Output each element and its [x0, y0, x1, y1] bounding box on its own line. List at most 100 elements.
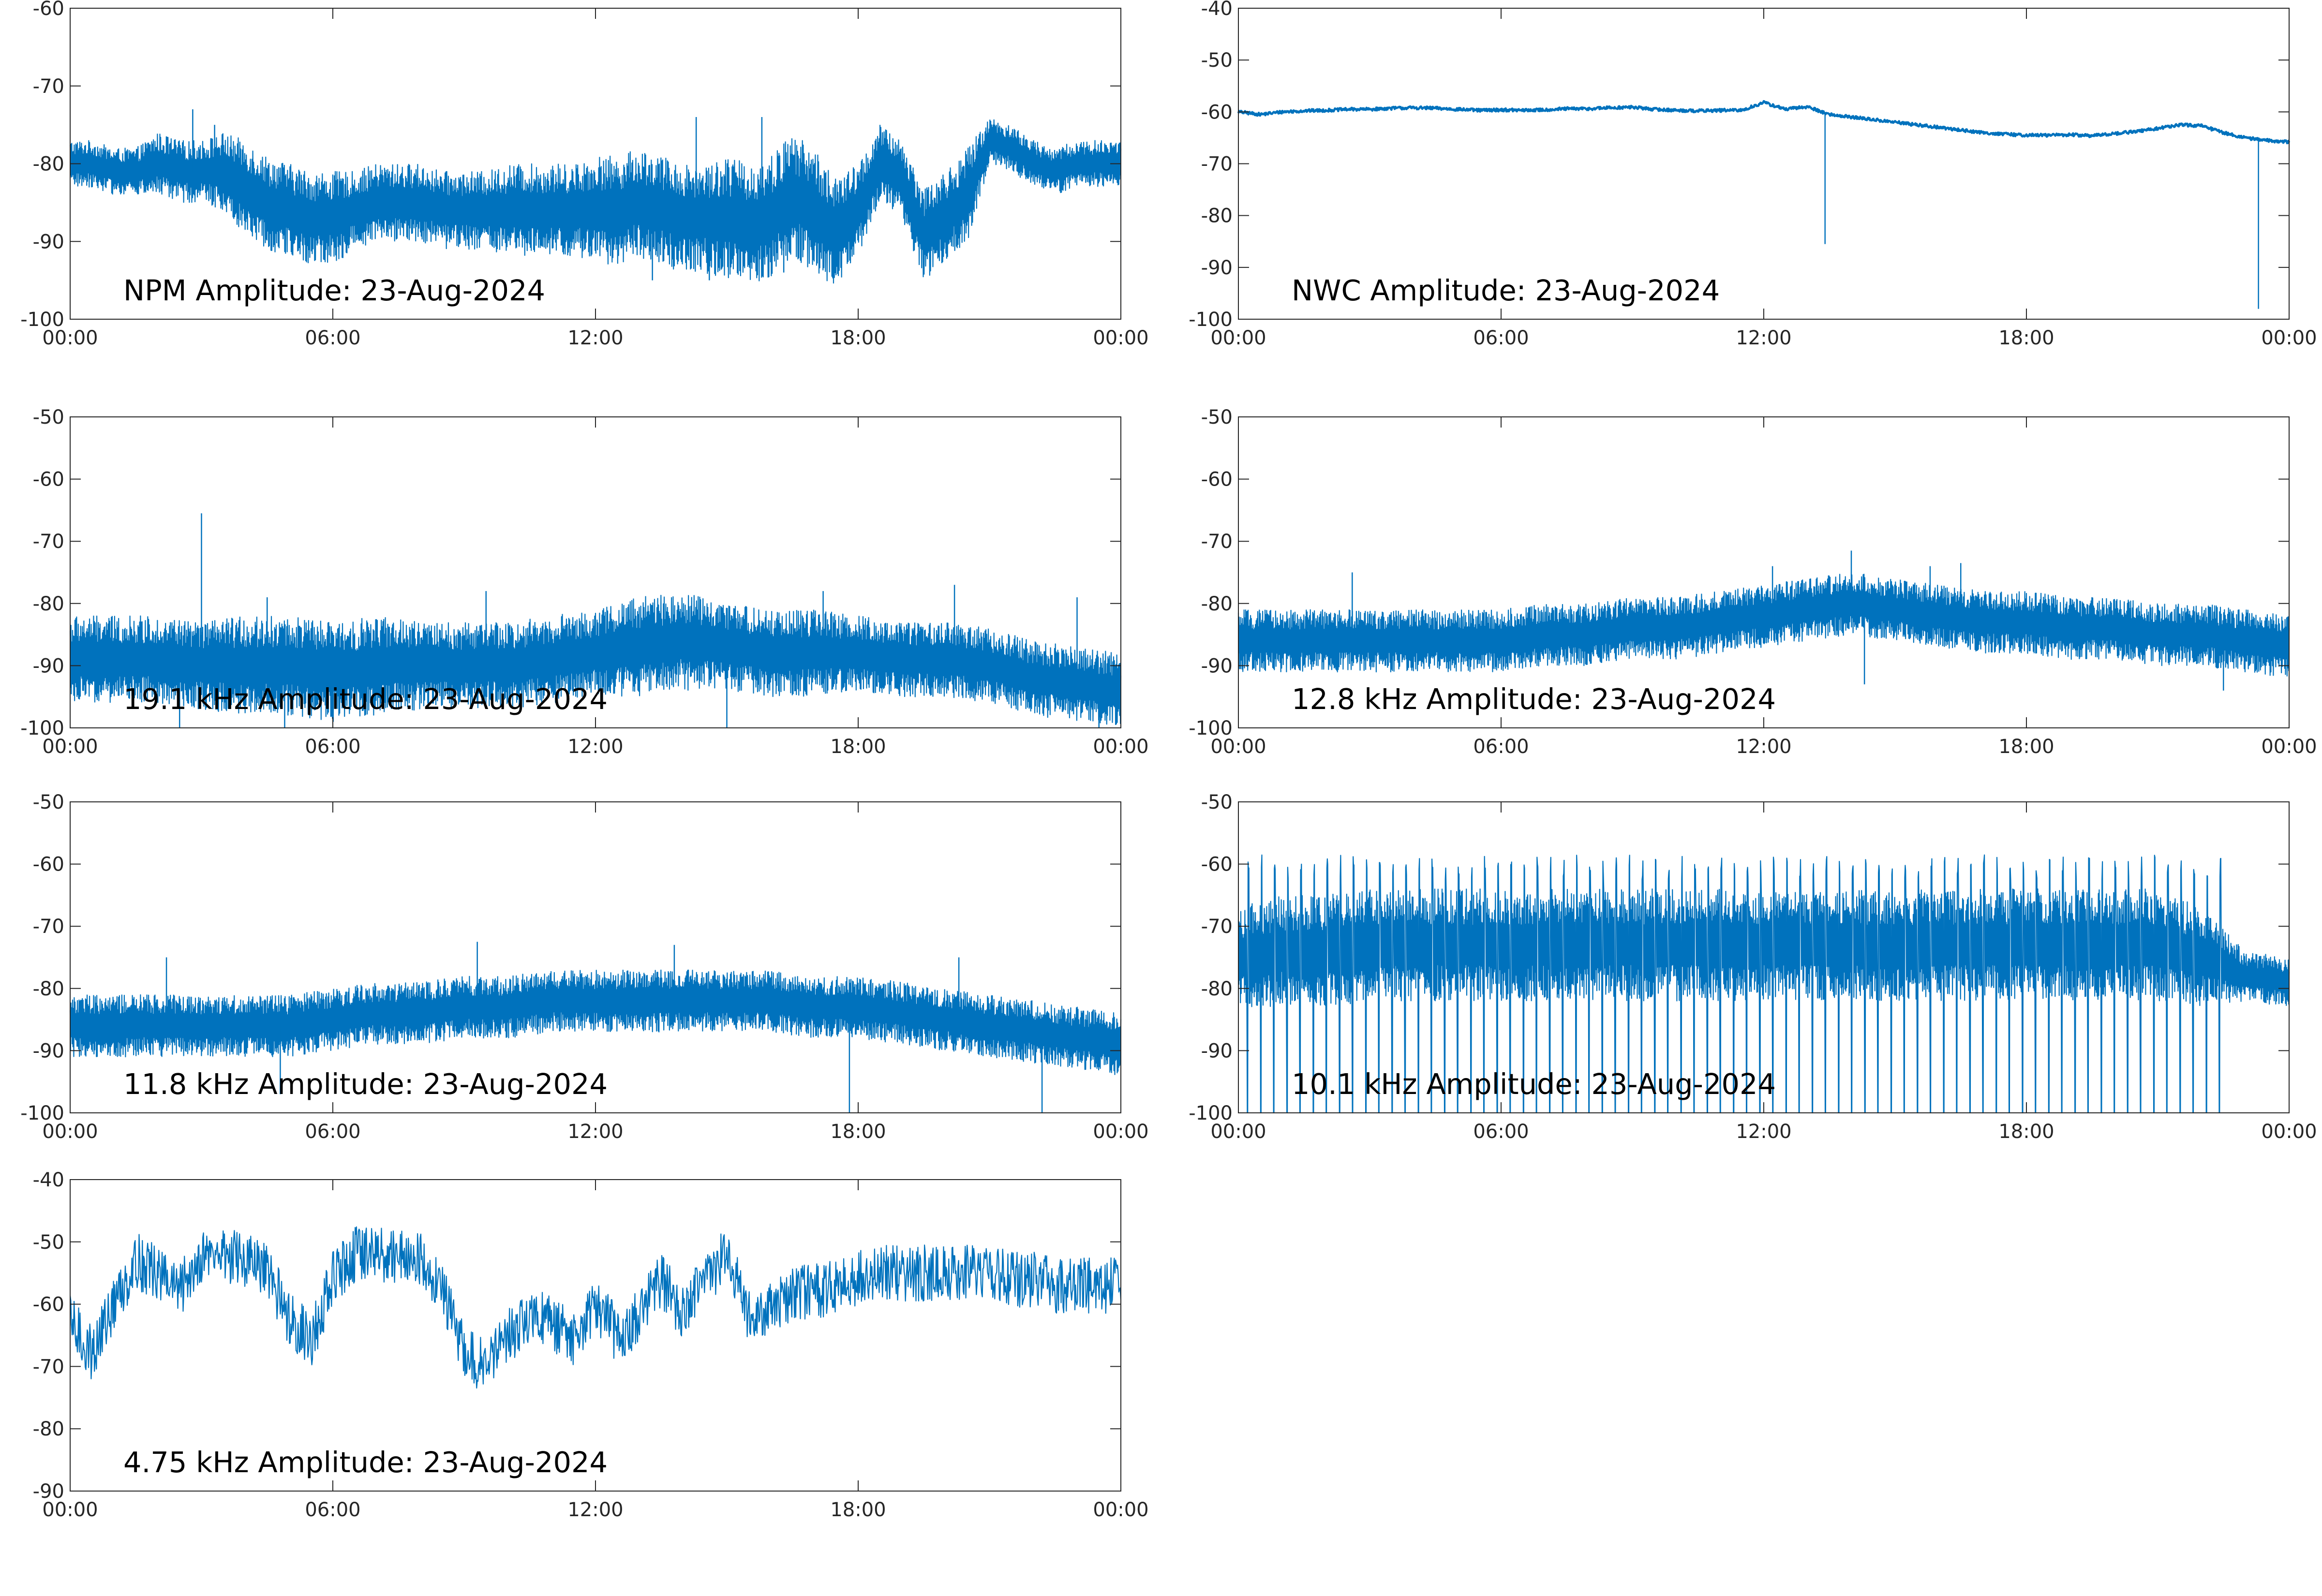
y-tick-label: -50 [33, 1231, 64, 1254]
x-tick-label: 12:00 [1736, 327, 1791, 349]
y-tick-label: -70 [1201, 153, 1233, 176]
x-tick-label: 06:00 [1473, 736, 1529, 758]
x-tick-label: 12:00 [567, 1121, 623, 1143]
x-tick-label: 06:00 [305, 1121, 360, 1143]
y-tick-label: -90 [33, 1040, 64, 1062]
y-tick-label: -100 [20, 309, 64, 331]
x-tick-label: 06:00 [305, 327, 360, 349]
y-tick-label: -80 [1201, 593, 1233, 615]
y-tick-label: -70 [33, 916, 64, 938]
x-tick-label: 12:00 [1736, 1121, 1791, 1143]
panel-title: 19.1 kHz Amplitude: 23-Aug-2024 [123, 682, 608, 716]
panel-title: 12.8 kHz Amplitude: 23-Aug-2024 [1292, 682, 1776, 716]
series-line [1237, 100, 2291, 145]
x-tick-label: 18:00 [830, 736, 886, 758]
panel-title: 11.8 kHz Amplitude: 23-Aug-2024 [123, 1067, 608, 1101]
y-tick-label: -80 [33, 593, 64, 615]
y-tick-label: -60 [1201, 854, 1233, 876]
x-tick-label: 00:00 [42, 1121, 98, 1143]
y-tick-label: -60 [33, 854, 64, 876]
x-tick-label: 18:00 [1998, 1121, 2054, 1143]
series-line [1237, 854, 2290, 1114]
y-tick-label: -70 [1201, 531, 1233, 553]
y-tick-label: -90 [33, 655, 64, 677]
y-tick-label: -70 [33, 531, 64, 553]
x-tick-label: 12:00 [567, 327, 623, 349]
y-tick-label: -90 [1201, 257, 1233, 279]
x-tick-label: 18:00 [1998, 736, 2054, 758]
x-tick-label: 00:00 [2261, 736, 2317, 758]
x-tick-label: 18:00 [830, 1499, 886, 1521]
y-tick-label: -100 [1189, 309, 1233, 331]
y-tick-label: -70 [33, 1356, 64, 1378]
y-tick-label: -40 [1201, 0, 1233, 20]
x-tick-label: 00:00 [1210, 1121, 1266, 1143]
x-tick-label: 00:00 [1093, 736, 1148, 758]
panel-title: 10.1 kHz Amplitude: 23-Aug-2024 [1292, 1067, 1776, 1101]
x-tick-label: 12:00 [1736, 736, 1791, 758]
x-tick-label: 00:00 [1093, 1121, 1148, 1143]
x-tick-label: 12:00 [567, 736, 623, 758]
y-tick-label: -100 [1189, 717, 1233, 739]
x-tick-label: 00:00 [1210, 736, 1266, 758]
x-tick-label: 06:00 [305, 1499, 360, 1521]
y-tick-label: -60 [33, 1294, 64, 1316]
axes-box [70, 1179, 1121, 1492]
y-tick-label: -60 [1201, 469, 1233, 491]
y-tick-label: -50 [33, 791, 64, 813]
y-tick-label: -80 [33, 978, 64, 1000]
y-tick-label: -80 [1201, 978, 1233, 1000]
x-tick-label: 00:00 [42, 1499, 98, 1521]
y-tick-label: -50 [33, 406, 64, 429]
axes-box [1238, 8, 2290, 320]
y-tick-label: -100 [1189, 1102, 1233, 1124]
y-tick-label: -90 [33, 231, 64, 253]
x-tick-label: 00:00 [42, 327, 98, 349]
y-tick-label: -70 [1201, 916, 1233, 938]
x-tick-label: 06:00 [1473, 327, 1529, 349]
x-tick-label: 00:00 [1093, 327, 1148, 349]
x-tick-label: 06:00 [305, 736, 360, 758]
x-tick-label: 00:00 [1093, 1499, 1148, 1521]
axes-box [1238, 416, 2290, 728]
y-tick-label: -70 [33, 75, 64, 98]
y-tick-label: -90 [1201, 1040, 1233, 1062]
panel-title: 4.75 kHz Amplitude: 23-Aug-2024 [123, 1446, 608, 1479]
y-tick-label: -80 [1201, 205, 1233, 227]
axes-box [70, 801, 1121, 1113]
x-tick-label: 00:00 [42, 736, 98, 758]
x-tick-label: 00:00 [2261, 1121, 2317, 1143]
y-tick-label: -40 [33, 1169, 64, 1191]
y-tick-label: -60 [33, 469, 64, 491]
y-tick-label: -90 [33, 1480, 64, 1503]
y-tick-label: -50 [1201, 791, 1233, 813]
series-line [69, 969, 1122, 1075]
series-line [1237, 574, 2290, 677]
y-tick-label: -50 [1201, 49, 1233, 72]
y-tick-label: -80 [33, 153, 64, 176]
x-tick-label: 06:00 [1473, 1121, 1529, 1143]
y-tick-label: -100 [20, 717, 64, 739]
y-tick-label: -60 [1201, 101, 1233, 123]
x-tick-label: 18:00 [1998, 327, 2054, 349]
x-tick-label: 18:00 [830, 327, 886, 349]
y-tick-label: -50 [1201, 406, 1233, 429]
y-tick-label: -90 [1201, 655, 1233, 677]
series-line [69, 1226, 1122, 1389]
series-line [69, 594, 1122, 725]
x-tick-label: 12:00 [567, 1499, 623, 1521]
y-tick-label: -60 [33, 0, 64, 20]
y-tick-label: -80 [33, 1418, 64, 1440]
series-line [69, 119, 1122, 284]
y-tick-label: -100 [20, 1102, 64, 1124]
x-tick-label: 18:00 [830, 1121, 886, 1143]
x-tick-label: 00:00 [1210, 327, 1266, 349]
